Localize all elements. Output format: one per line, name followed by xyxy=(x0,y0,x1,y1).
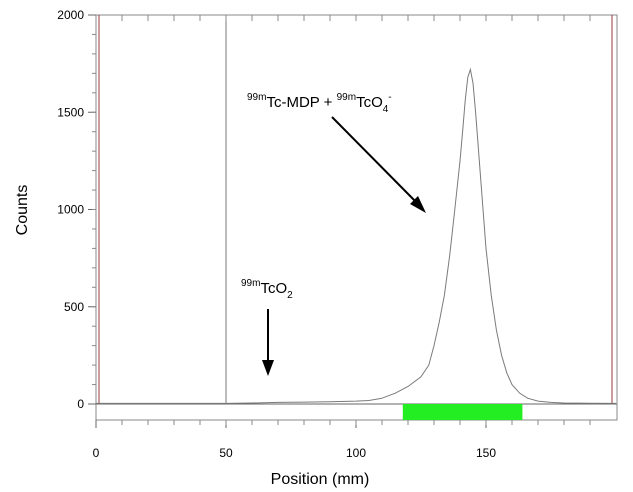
y-tick-label: 0 xyxy=(77,397,84,411)
y-axis-ticks: 0 500 1000 1500 2000 xyxy=(57,8,96,411)
x-tick-label: 100 xyxy=(346,446,366,460)
arrow-tco2 xyxy=(262,309,274,376)
plot-frame xyxy=(95,14,618,421)
y-tick-label: 1500 xyxy=(57,105,84,119)
annotation-mdp: 99mTc-MDP + 99mTcO4- xyxy=(247,92,392,115)
y-tick-label: 2000 xyxy=(57,8,84,22)
x-axis-title: Position (mm) xyxy=(271,471,370,488)
minor-ticks xyxy=(92,15,591,425)
x-tick-label: 50 xyxy=(219,446,233,460)
arrow-mdp xyxy=(331,116,426,213)
y-tick-label: 1000 xyxy=(57,203,84,217)
annotation-tco2: 99mTcO2 xyxy=(241,278,293,301)
x-tick-label: 0 xyxy=(93,446,100,460)
y-tick-label: 500 xyxy=(64,300,84,314)
x-axis-ticks: 0 50 100 150 xyxy=(93,420,496,460)
y-axis-title: Counts xyxy=(14,185,31,236)
peak-region-bar xyxy=(402,404,523,420)
x-tick-label: 150 xyxy=(476,446,496,460)
series-line xyxy=(96,67,617,404)
